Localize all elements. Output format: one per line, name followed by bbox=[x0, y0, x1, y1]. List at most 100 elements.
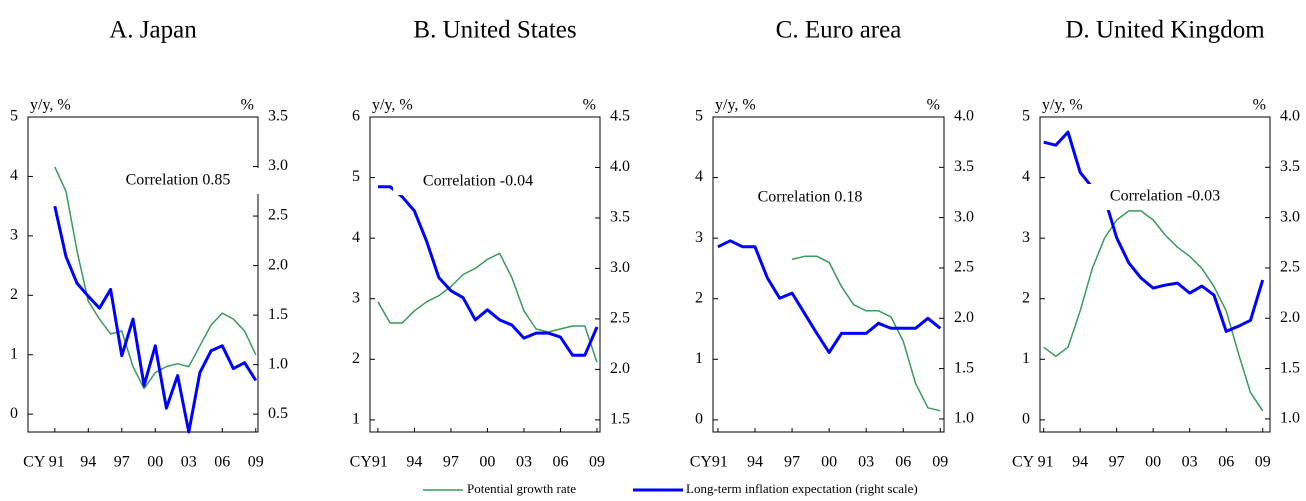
x-tick-label: CY91 bbox=[350, 454, 388, 471]
series-line bbox=[377, 185, 599, 357]
y-tick-label: 5 bbox=[1022, 108, 1030, 125]
y2-tick-label: 4.0 bbox=[610, 158, 630, 175]
y2-tick-label: 3.0 bbox=[268, 157, 288, 174]
x-tick-label: 03 bbox=[181, 454, 197, 471]
x-tick-label: 09 bbox=[589, 454, 605, 471]
x-tick-label: 09 bbox=[932, 454, 948, 471]
x-tick-label: 94 bbox=[747, 454, 763, 471]
y-tick-label: 0 bbox=[10, 405, 18, 422]
x-tick-label: 09 bbox=[1255, 454, 1271, 471]
legend-label: Potential growth rate bbox=[467, 481, 576, 496]
panel-title: B. United States bbox=[413, 17, 576, 44]
y-axis-unit: y/y, % bbox=[715, 97, 756, 114]
annotation: Correlation 0.85 bbox=[126, 172, 231, 189]
x-tick-label: 97 bbox=[1109, 454, 1125, 471]
y2-tick-label: 4.0 bbox=[1280, 108, 1300, 125]
y2-tick-label: 1.0 bbox=[268, 355, 288, 372]
y2-axis-unit: % bbox=[241, 97, 254, 114]
y2-axis-unit: % bbox=[583, 97, 596, 114]
y-tick-label: 5 bbox=[10, 108, 18, 125]
annotation: Correlation 0.18 bbox=[758, 189, 863, 206]
x-tick-label: CY 91 bbox=[1012, 454, 1054, 471]
y-tick-label: 4 bbox=[1022, 168, 1030, 185]
y-tick-label: 0 bbox=[695, 411, 703, 428]
y2-tick-label: 2.0 bbox=[954, 309, 974, 326]
y2-tick-label: 1.5 bbox=[268, 306, 288, 323]
y2-tick-label: 3.5 bbox=[268, 108, 288, 125]
x-tick-label: 03 bbox=[858, 454, 874, 471]
x-tick-label: 06 bbox=[552, 454, 568, 471]
y-tick-label: 0 bbox=[1022, 411, 1030, 428]
x-tick-label: 97 bbox=[443, 454, 459, 471]
y2-tick-label: 1.5 bbox=[954, 359, 974, 376]
series-line bbox=[717, 239, 942, 354]
y2-tick-label: 3.0 bbox=[954, 208, 974, 225]
y-tick-label: 5 bbox=[695, 108, 703, 125]
y2-tick-label: 4.5 bbox=[610, 108, 630, 125]
y-axis-unit: y/y, % bbox=[1042, 97, 1083, 114]
y2-tick-label: 1.0 bbox=[1280, 410, 1300, 427]
y2-tick-label: 2.5 bbox=[268, 207, 288, 224]
annotation-bg bbox=[1080, 184, 1250, 210]
y2-tick-label: 2.0 bbox=[610, 360, 630, 377]
x-tick-label: 94 bbox=[80, 454, 96, 471]
y-tick-label: 3 bbox=[695, 229, 703, 246]
plot-frame bbox=[369, 116, 601, 433]
x-tick-label: 00 bbox=[1145, 454, 1161, 471]
x-tick-label: 03 bbox=[1182, 454, 1198, 471]
annotation: Correlation -0.03 bbox=[1110, 188, 1220, 205]
annotation: Correlation -0.04 bbox=[423, 173, 533, 190]
x-tick-label: 97 bbox=[784, 454, 800, 471]
series-line bbox=[53, 205, 258, 434]
y2-tick-label: 1.5 bbox=[1280, 359, 1300, 376]
y-tick-label: 2 bbox=[1022, 289, 1030, 306]
panel-title: A. Japan bbox=[109, 17, 197, 44]
y2-tick-label: 3.5 bbox=[1280, 158, 1300, 175]
y2-tick-label: 2.5 bbox=[1280, 259, 1300, 276]
y-tick-label: 1 bbox=[1022, 350, 1030, 367]
plot-frame bbox=[1039, 116, 1271, 433]
y-axis-unit: y/y, % bbox=[372, 97, 413, 114]
y2-tick-label: 0.5 bbox=[268, 405, 288, 422]
y2-axis-unit: % bbox=[1253, 97, 1266, 114]
y2-tick-label: 3.0 bbox=[610, 259, 630, 276]
x-tick-label: CY91 bbox=[690, 454, 728, 471]
y-tick-label: 3 bbox=[10, 227, 18, 244]
x-tick-label: 00 bbox=[479, 454, 495, 471]
y2-tick-label: 1.5 bbox=[610, 411, 630, 428]
x-tick-label: 06 bbox=[1218, 454, 1234, 471]
y-tick-label: 4 bbox=[695, 168, 703, 185]
annotation-bg bbox=[93, 168, 263, 194]
y-tick-label: 2 bbox=[352, 350, 360, 367]
x-tick-label: 06 bbox=[214, 454, 230, 471]
x-tick-label: 00 bbox=[821, 454, 837, 471]
y-tick-label: 6 bbox=[352, 108, 360, 125]
x-tick-label: CY 91 bbox=[23, 454, 65, 471]
y-tick-label: 1 bbox=[695, 350, 703, 367]
x-tick-label: 94 bbox=[1072, 454, 1088, 471]
x-tick-label: 09 bbox=[248, 454, 264, 471]
y-axis-unit: y/y, % bbox=[30, 97, 71, 114]
annotation-bg bbox=[393, 169, 563, 195]
series-line bbox=[1043, 130, 1265, 333]
annotation-bg bbox=[725, 185, 895, 211]
panel-title: D. United Kingdom bbox=[1065, 17, 1265, 44]
y-tick-label: 1 bbox=[10, 345, 18, 362]
y2-tick-label: 4.0 bbox=[954, 108, 974, 125]
legend-label: Long-term inflation expectation (right s… bbox=[686, 481, 918, 496]
y-tick-label: 5 bbox=[352, 168, 360, 185]
y2-tick-label: 2.0 bbox=[1280, 309, 1300, 326]
series-line bbox=[1043, 210, 1264, 412]
y2-axis-unit: % bbox=[927, 97, 940, 114]
y-tick-label: 1 bbox=[352, 411, 360, 428]
plot-frame bbox=[27, 116, 259, 433]
y-tick-label: 3 bbox=[1022, 229, 1030, 246]
y2-tick-label: 1.0 bbox=[954, 410, 974, 427]
x-tick-label: 97 bbox=[114, 454, 130, 471]
x-tick-label: 94 bbox=[406, 454, 422, 471]
x-tick-label: 03 bbox=[516, 454, 532, 471]
y-tick-label: 4 bbox=[10, 167, 18, 184]
y2-tick-label: 3.5 bbox=[610, 209, 630, 226]
y-tick-label: 4 bbox=[352, 229, 360, 246]
